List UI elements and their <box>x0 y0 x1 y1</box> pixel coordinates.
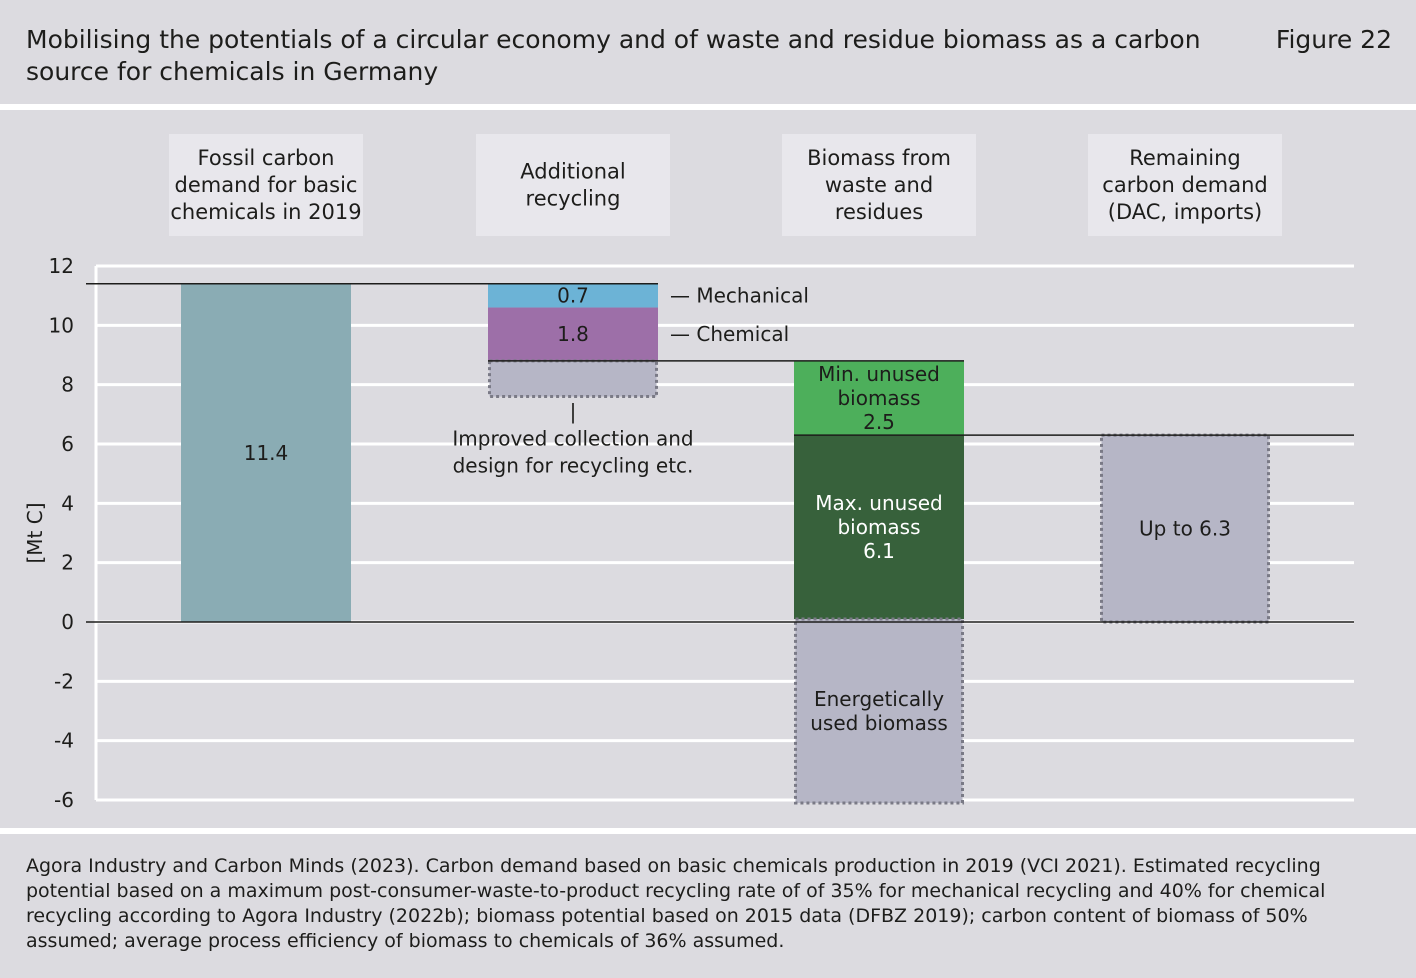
bar-segment <box>488 307 658 361</box>
bar-segment <box>1100 433 1270 624</box>
bar-label: Min. unused <box>818 362 940 386</box>
y-axis-label: [Mt C] <box>23 502 47 563</box>
y-tick-label: -4 <box>54 729 74 753</box>
chart-area: Fossil carbon demand for basic chemicals i… <box>0 110 1416 828</box>
y-tick-label: 6 <box>61 432 74 456</box>
bar-segment <box>181 283 351 622</box>
annotation-text: design for recycling etc. <box>453 454 694 478</box>
bar-label: biomass <box>837 515 920 539</box>
category-header-box <box>169 134 363 236</box>
category-header-label: carbon demand <box>1102 173 1267 197</box>
category-header-label: Fossil carbon <box>198 146 335 170</box>
bar-label: 2.5 <box>863 410 895 434</box>
y-tick-label: 0 <box>61 610 74 634</box>
bar-segment <box>488 283 658 308</box>
y-tick-label: 12 <box>49 254 74 278</box>
category-header-label: residues <box>835 200 923 224</box>
category-header-box <box>476 134 670 236</box>
bottom-divider <box>0 828 1416 834</box>
top-divider <box>0 104 1416 110</box>
bar-label: biomass <box>837 386 920 410</box>
bar-label: Max. unused <box>815 491 943 515</box>
bar-segment <box>794 435 964 620</box>
category-header-label: demand for basic <box>175 173 358 197</box>
bar-side-label: — Mechanical <box>670 284 809 308</box>
category-header-label: Biomass from <box>807 146 951 170</box>
y-tick-label: -6 <box>54 788 74 812</box>
y-tick-label: 4 <box>61 491 74 515</box>
figure-label: Figure 22 <box>1275 25 1392 54</box>
bar-label: 0.7 <box>557 284 589 308</box>
footer: Agora Industry and Carbon Minds (2023). … <box>0 834 1416 978</box>
category-header-label: Additional <box>520 160 625 184</box>
category-header-label: Remaining <box>1129 146 1241 170</box>
bar-segment <box>794 617 964 805</box>
waterfall-chart: Fossil carbon demand for basic chemicals i… <box>23 134 1354 812</box>
category-header-box <box>1088 134 1282 236</box>
bar-label: used biomass <box>810 711 948 735</box>
annotation-text: | <box>570 400 577 424</box>
y-tick-label: 8 <box>61 373 74 397</box>
category-header-label: recycling <box>526 187 621 211</box>
bar-segment <box>488 359 658 399</box>
category-header-box <box>782 134 976 236</box>
category-header-label: (DAC, imports) <box>1108 200 1262 224</box>
y-tick-label: 10 <box>49 313 74 337</box>
bar-segment <box>794 360 964 436</box>
category-header-label: waste and <box>825 173 933 197</box>
bar-side-label: — Chemical <box>670 322 789 346</box>
category-header-label: chemicals in 2019 <box>170 200 361 224</box>
bar-label: 6.1 <box>863 539 895 563</box>
chart-title: Mobilising the potentials of a circular … <box>26 25 1201 86</box>
bar-label: 11.4 <box>244 441 289 465</box>
y-tick-label: -2 <box>54 669 74 693</box>
bar-label: Up to 6.3 <box>1139 517 1231 541</box>
y-tick-label: 2 <box>61 551 74 575</box>
header: Mobilising the potentials of a circular … <box>0 0 1416 104</box>
bar-label: 1.8 <box>557 322 589 346</box>
source-note: Agora Industry and Carbon Minds (2023). … <box>26 855 1326 952</box>
bar-label: Energetically <box>814 687 944 711</box>
annotation-text: Improved collection and <box>452 427 693 451</box>
